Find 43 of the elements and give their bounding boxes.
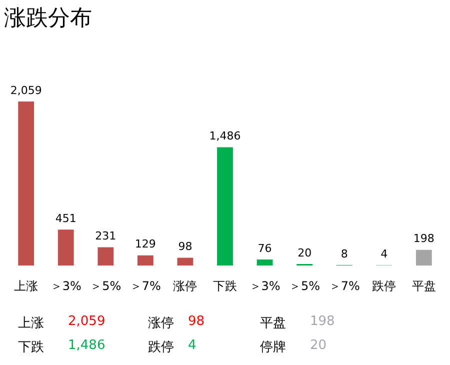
data-label: 129: [134, 238, 156, 251]
bar: [256, 260, 273, 266]
x-tick-label: ＞3%: [50, 278, 82, 293]
text: 下跌: [18, 339, 45, 356]
bar: [416, 250, 432, 266]
text: 上涨: [18, 315, 45, 332]
bar: [137, 255, 154, 266]
data-label: 451: [55, 212, 76, 226]
text: 跌停: [148, 339, 175, 356]
text: 198: [310, 314, 336, 331]
text: 98: [188, 314, 206, 331]
bar: [177, 258, 194, 266]
data-label: 98: [178, 240, 192, 254]
bar: [98, 247, 114, 266]
data-label: 1,486: [209, 130, 241, 143]
text: 1,486: [68, 338, 106, 355]
text: 4: [188, 338, 198, 355]
text: 20: [310, 338, 328, 355]
bar: [18, 102, 34, 266]
data-label: 2,059: [10, 84, 42, 97]
x-tick-label: 跌停: [372, 278, 396, 293]
x-tick-label: 涨停: [173, 278, 198, 293]
x-tick-label: ＞3%: [249, 278, 280, 293]
text: 2,059: [68, 314, 106, 331]
x-tick-label: 上涨: [14, 278, 38, 293]
data-label: 4: [380, 248, 388, 261]
text: 停牌: [260, 339, 287, 356]
chart-title: 涨跌分布: [4, 6, 92, 31]
data-label: 231: [95, 230, 116, 243]
x-tick-label: ＞7%: [130, 278, 161, 293]
data-label: 8: [340, 247, 348, 260]
bar: [217, 147, 233, 266]
x-tick-label: ＞5%: [90, 278, 122, 293]
x-tick-label: 平盘: [412, 278, 436, 293]
x-tick-label: 下跌: [213, 278, 237, 293]
x-tick-label: ＞7%: [328, 278, 360, 293]
bar: [58, 230, 74, 266]
data-label: 76: [258, 242, 272, 255]
data-label: 20: [298, 246, 312, 260]
x-tick-label: ＞5%: [289, 278, 320, 293]
text: 平盘: [260, 315, 287, 332]
text: 涨停: [148, 315, 175, 332]
data-label: 198: [413, 232, 434, 246]
